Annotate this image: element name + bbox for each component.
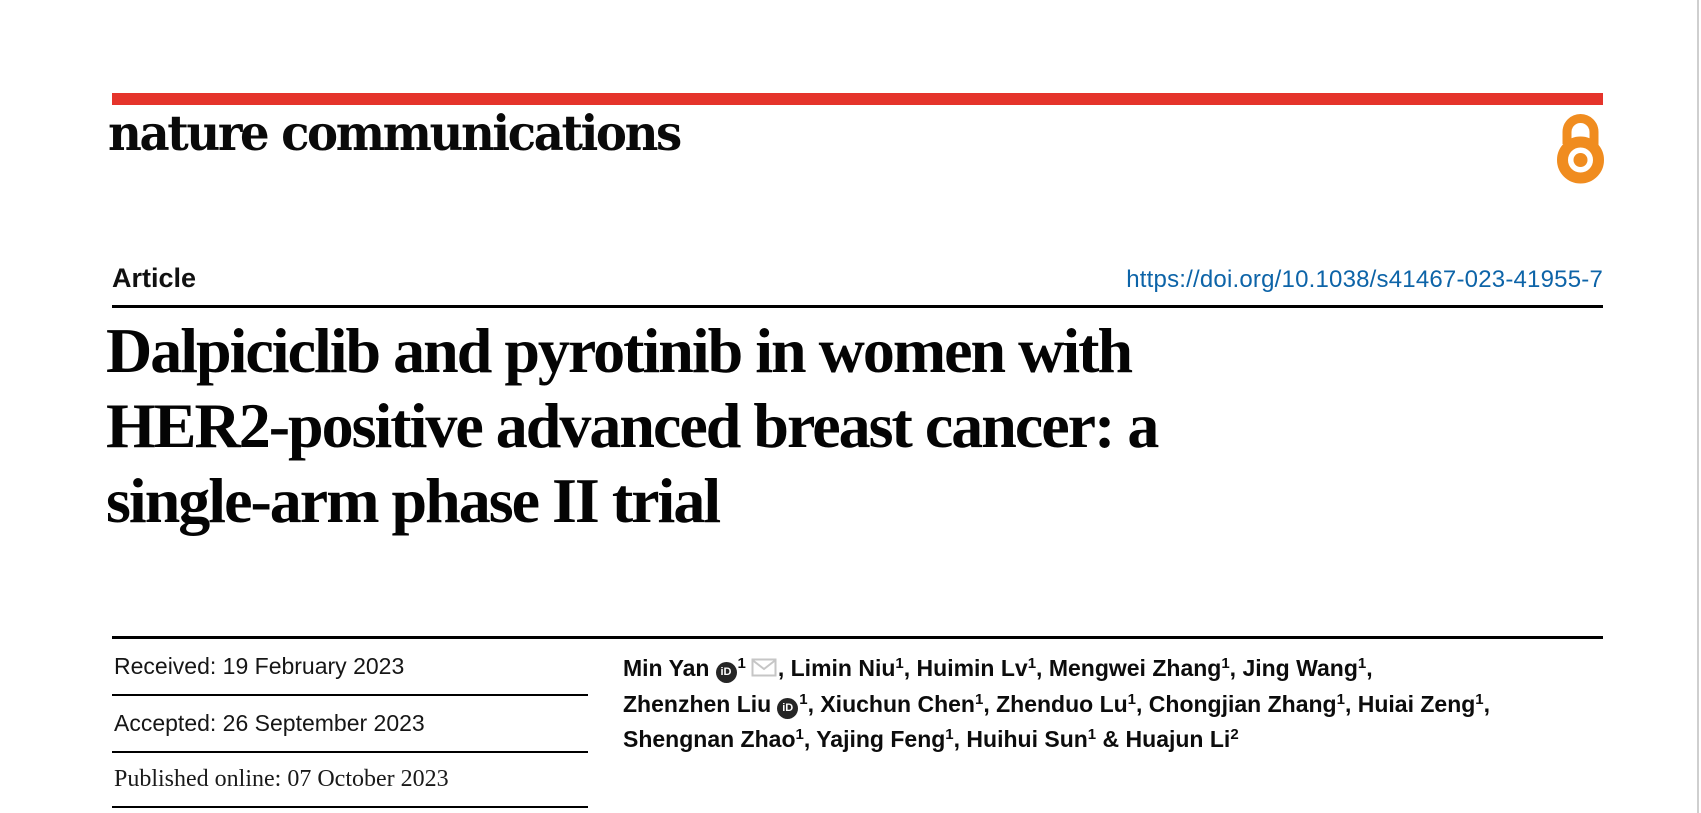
author-name: Yajing Feng (816, 726, 946, 752)
author-separator: , (807, 691, 821, 717)
orcid-id-icon[interactable]: iD (715, 662, 737, 683)
history-divider-1 (112, 694, 588, 696)
published-date: Published online: 07 October 2023 (114, 766, 449, 792)
author-separator: , (903, 655, 917, 681)
author-name: Zhenzhen Liu (623, 691, 772, 717)
header-divider-rule (112, 305, 1603, 308)
page-edge-divider (1697, 0, 1699, 813)
author-name: Huajun Li (1125, 726, 1231, 752)
author-list: Min Yan iD 1, Limin Niu1, Huimin Lv1, Meng… (623, 651, 1633, 757)
article-title-line-3: single-arm phase II trial (106, 465, 721, 536)
article-title: Dalpiciclib and pyrotinib in women with … (106, 313, 1446, 538)
author-separator: , (1229, 655, 1243, 681)
author-name: Jing Wang (1242, 655, 1358, 681)
author-affiliation-number: 1 (737, 655, 746, 673)
open-access-lock-icon (1556, 111, 1604, 189)
author-separator: , (1344, 691, 1358, 717)
author-name: Huimin Lv (916, 655, 1028, 681)
article-type-label: Article (112, 263, 197, 293)
author-separator: , (953, 726, 967, 752)
received-date: Received: 19 February 2023 (114, 653, 405, 679)
author-name: Min Yan (623, 655, 710, 681)
author-affiliation-number: 1 (1127, 691, 1137, 709)
doi-link[interactable]: https://doi.org/10.1038/s41467-023-41955… (1126, 266, 1603, 293)
author-affiliation-number: 1 (1357, 655, 1367, 673)
article-title-line-1: Dalpiciclib and pyrotinib in women with (106, 315, 1133, 386)
author-affiliation-number: 1 (895, 655, 904, 673)
envelope-icon[interactable] (751, 652, 777, 687)
author-separator: , (983, 691, 997, 717)
author-affiliation-number: 1 (974, 691, 984, 709)
author-affiliation-number: 1 (795, 726, 804, 744)
author-name: Limin Niu (790, 655, 896, 681)
author-name: Zhenduo Lu (996, 691, 1128, 717)
author-separator: , (803, 726, 817, 752)
author-affiliation-number: 2 (1230, 726, 1239, 744)
article-title-line-2: HER2-positive advanced breast cancer: a (106, 390, 1159, 461)
author-separator: , (777, 655, 791, 681)
history-divider-3 (112, 806, 588, 808)
author-name: Huihui Sun (966, 726, 1088, 752)
author-affiliation-number: 1 (1027, 655, 1037, 673)
author-affiliation-number: 1 (799, 691, 808, 709)
author-name: Xiuchun Chen (820, 691, 975, 717)
author-name: Huiai Zeng (1357, 691, 1476, 717)
author-line: Min Yan iD 1, Limin Niu1, Huimin Lv1, Meng… (623, 651, 1633, 687)
author-line: Shengnan Zhao1, Yajing Feng1, Huihui Sun… (623, 722, 1633, 757)
author-affiliation-number: 1 (1336, 691, 1345, 709)
journal-wordmark: nature communications (108, 104, 682, 162)
author-affiliation-number: 1 (1475, 691, 1484, 709)
author-name: Mengwei Zhang (1048, 655, 1222, 681)
author-affiliation-number: 1 (1221, 655, 1230, 673)
author-separator: , (1483, 691, 1491, 717)
title-divider-rule (112, 636, 1603, 639)
author-affiliation-number: 1 (945, 726, 954, 744)
author-name: Shengnan Zhao (623, 726, 796, 752)
accepted-date: Accepted: 26 September 2023 (114, 710, 425, 736)
author-name: Chongjian Zhang (1148, 691, 1337, 717)
author-separator: , (1036, 655, 1049, 681)
orcid-id-icon[interactable]: iD (777, 698, 799, 719)
author-line: Zhenzhen Liu iD 1, Xiuchun Chen1, Zhenduo … (623, 687, 1633, 722)
author-separator: , (1366, 655, 1373, 681)
history-divider-2 (112, 751, 588, 753)
author-affiliation-number: 1 (1087, 726, 1097, 744)
brand-red-bar (112, 93, 1603, 105)
author-separator: & (1096, 726, 1126, 752)
author-separator: , (1136, 691, 1149, 717)
